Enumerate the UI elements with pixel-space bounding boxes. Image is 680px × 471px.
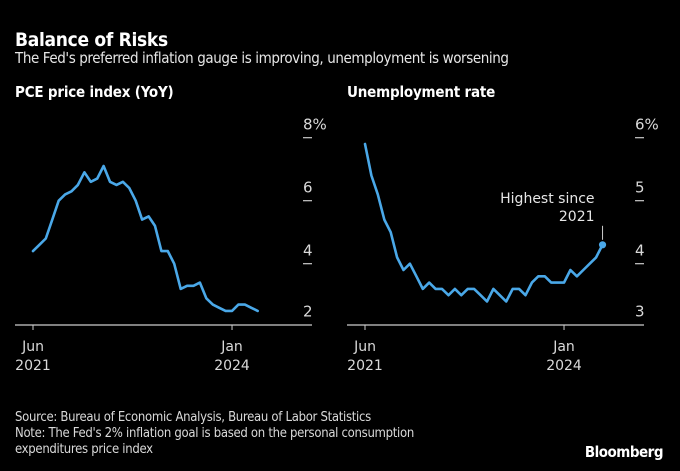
chart-subtitle: The Fed's preferred inflation gauge is i… bbox=[15, 49, 509, 67]
x-tick-label: Jun bbox=[21, 339, 44, 355]
unemployment-chart: Jun 2021 Jan 2024 6% 5 4 3 Highest since 2021 bbox=[347, 116, 659, 374]
annotation-text: 2021 bbox=[559, 209, 595, 225]
footer-notes: Source: Bureau of Economic Analysis, Bur… bbox=[15, 410, 414, 458]
inflation-goal-note-cont: expenditures price index bbox=[15, 442, 153, 457]
y-tick-label: 8% bbox=[303, 116, 327, 134]
x-tick-label: Jan bbox=[220, 339, 243, 355]
bloomberg-logo: Bloomberg bbox=[584, 443, 664, 461]
series-line bbox=[363, 142, 604, 303]
highlight-point bbox=[598, 241, 607, 249]
source-note: Source: Bureau of Economic Analysis, Bur… bbox=[15, 410, 371, 425]
x-tick-label: Jan bbox=[552, 339, 575, 355]
x-tick-label: 2024 bbox=[214, 358, 250, 374]
unemployment-panel-title: Unemployment rate bbox=[347, 83, 496, 101]
y-tick-label: 6% bbox=[635, 116, 659, 134]
series-line bbox=[31, 164, 260, 313]
y-tick-label: 4 bbox=[303, 242, 313, 260]
x-tick-label: 2021 bbox=[347, 358, 383, 374]
y-tick-label: 6 bbox=[303, 179, 313, 197]
y-tick-label: 4 bbox=[635, 242, 645, 260]
x-tick-label: Jun bbox=[353, 339, 376, 355]
pce-panel-title: PCE price index (YoY) bbox=[15, 83, 174, 101]
y-tick-label: 2 bbox=[303, 303, 313, 321]
x-tick-label: 2024 bbox=[546, 358, 582, 374]
y-tick-label: 3 bbox=[635, 303, 645, 321]
chart-title: Balance of Risks bbox=[15, 29, 168, 51]
x-tick-label: 2021 bbox=[15, 358, 51, 374]
annotation-text: Highest since bbox=[500, 191, 594, 207]
inflation-goal-note: Note: The Fed's 2% inflation goal is bas… bbox=[15, 426, 414, 441]
pce-chart: Jun 2021 Jan 2024 8% 6 4 2 bbox=[15, 116, 327, 374]
y-tick-label: 5 bbox=[635, 179, 645, 197]
